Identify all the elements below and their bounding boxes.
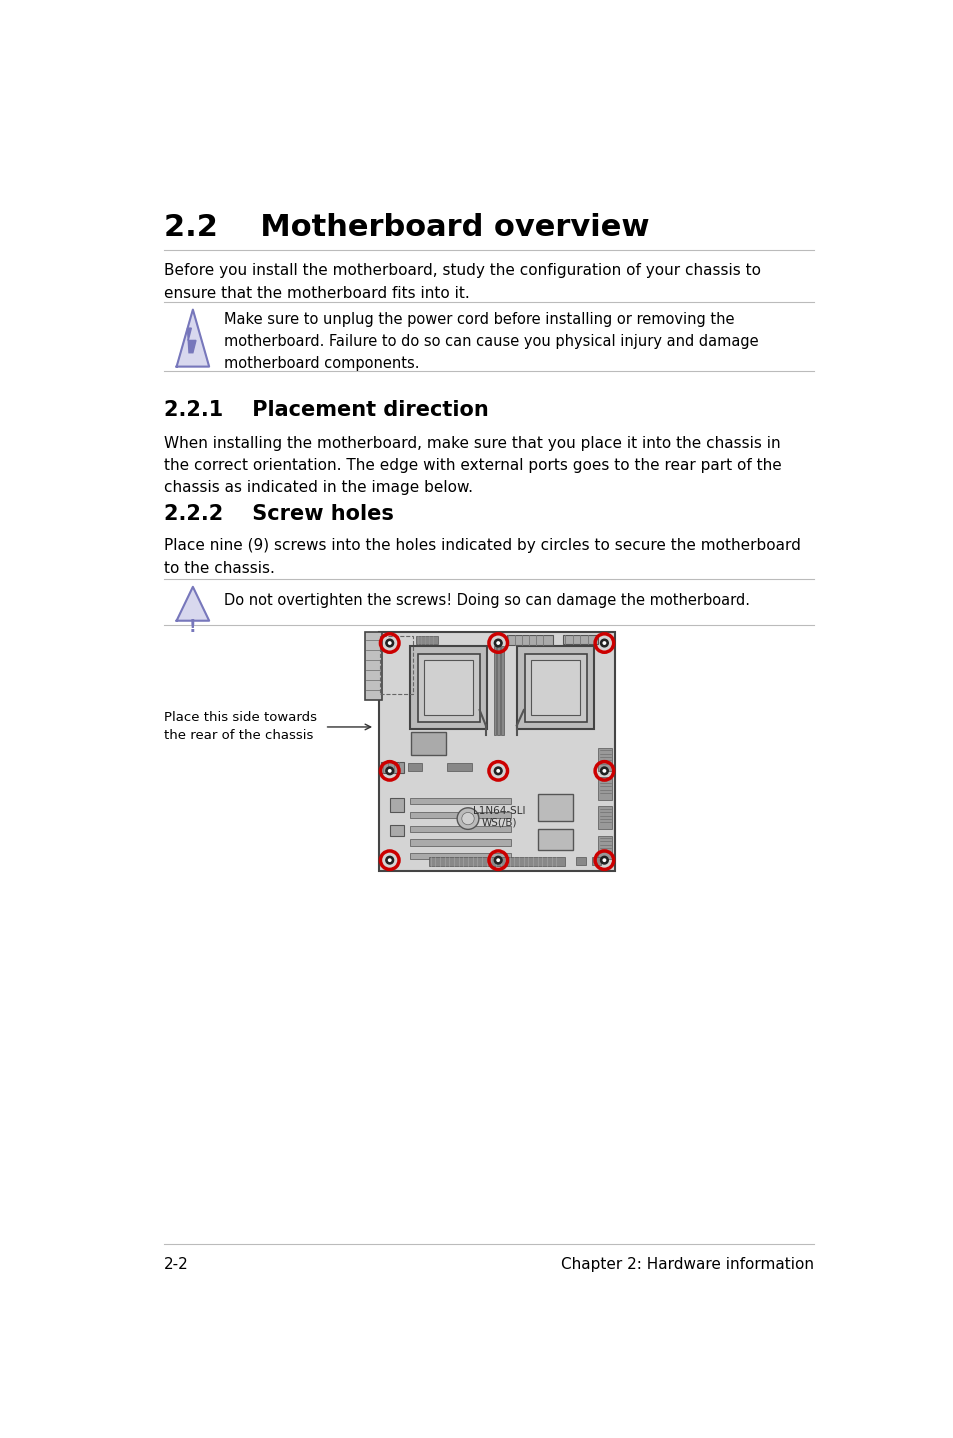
Circle shape — [387, 858, 392, 863]
Bar — [410, 853, 510, 860]
Text: 2.2.1    Placement direction: 2.2.1 Placement direction — [164, 400, 489, 420]
Bar — [497, 646, 499, 735]
FancyArrowPatch shape — [327, 725, 371, 729]
Circle shape — [602, 641, 606, 646]
Circle shape — [496, 769, 499, 772]
Circle shape — [494, 766, 501, 775]
Text: Place nine (9) screws into the holes indicated by circles to secure the motherbo: Place nine (9) screws into the holes ind… — [164, 538, 801, 575]
Bar — [493, 646, 496, 735]
Circle shape — [494, 638, 501, 647]
Circle shape — [387, 641, 392, 646]
Bar — [416, 636, 437, 644]
Circle shape — [461, 812, 474, 825]
Text: Before you install the motherboard, study the configuration of your chassis to
e: Before you install the motherboard, stud… — [164, 263, 760, 301]
Circle shape — [494, 856, 501, 864]
Bar — [506, 634, 553, 646]
Bar — [411, 732, 446, 755]
Bar — [524, 654, 586, 722]
Bar — [537, 794, 572, 821]
Circle shape — [599, 766, 608, 775]
Bar — [380, 636, 413, 695]
Bar — [423, 660, 473, 716]
Bar — [500, 646, 503, 735]
Text: Do not overtighten the screws! Doing so can damage the motherboard.: Do not overtighten the screws! Doing so … — [224, 592, 749, 608]
Bar — [530, 660, 579, 716]
Text: Make sure to unplug the power cord before installing or removing the
motherboard: Make sure to unplug the power cord befor… — [224, 312, 758, 371]
Circle shape — [385, 766, 394, 775]
Bar — [576, 857, 585, 864]
Circle shape — [602, 769, 606, 772]
Bar — [598, 777, 612, 800]
Circle shape — [602, 858, 606, 863]
Text: !: ! — [189, 617, 196, 636]
Text: 2-2: 2-2 — [164, 1257, 189, 1271]
Text: When installing the motherboard, make sure that you place it into the chassis in: When installing the motherboard, make su… — [164, 436, 781, 495]
Polygon shape — [176, 587, 209, 621]
Circle shape — [599, 856, 608, 864]
Bar — [447, 764, 472, 771]
Text: Place this side towards
the rear of the chassis: Place this side towards the rear of the … — [164, 712, 316, 742]
Bar — [417, 654, 479, 722]
Text: 2.2    Motherboard overview: 2.2 Motherboard overview — [164, 213, 649, 242]
Bar — [410, 811, 510, 818]
Bar — [517, 646, 594, 729]
Text: 2.2.2    Screw holes: 2.2.2 Screw holes — [164, 503, 394, 523]
Bar — [381, 762, 404, 774]
Bar — [429, 857, 564, 866]
Bar — [365, 633, 381, 700]
Text: L1N64-SLI
WS(/B): L1N64-SLI WS(/B) — [473, 807, 525, 828]
Polygon shape — [176, 309, 209, 367]
Text: Chapter 2: Hardware information: Chapter 2: Hardware information — [560, 1257, 813, 1271]
Bar — [537, 828, 572, 850]
Circle shape — [496, 858, 499, 863]
Circle shape — [385, 856, 394, 864]
Bar — [390, 798, 404, 811]
Bar — [410, 646, 487, 729]
Bar — [410, 825, 510, 831]
Bar — [598, 807, 612, 830]
Circle shape — [387, 769, 392, 772]
Bar — [592, 857, 600, 864]
Circle shape — [456, 808, 478, 830]
Circle shape — [599, 638, 608, 647]
Bar — [410, 840, 510, 846]
Bar — [410, 798, 510, 804]
Bar — [598, 748, 612, 771]
Bar — [378, 633, 615, 871]
Polygon shape — [187, 328, 195, 352]
Bar — [408, 764, 422, 771]
Bar — [562, 634, 598, 644]
Circle shape — [496, 641, 499, 646]
Bar — [598, 835, 612, 858]
Circle shape — [385, 638, 394, 647]
Bar — [390, 825, 404, 835]
